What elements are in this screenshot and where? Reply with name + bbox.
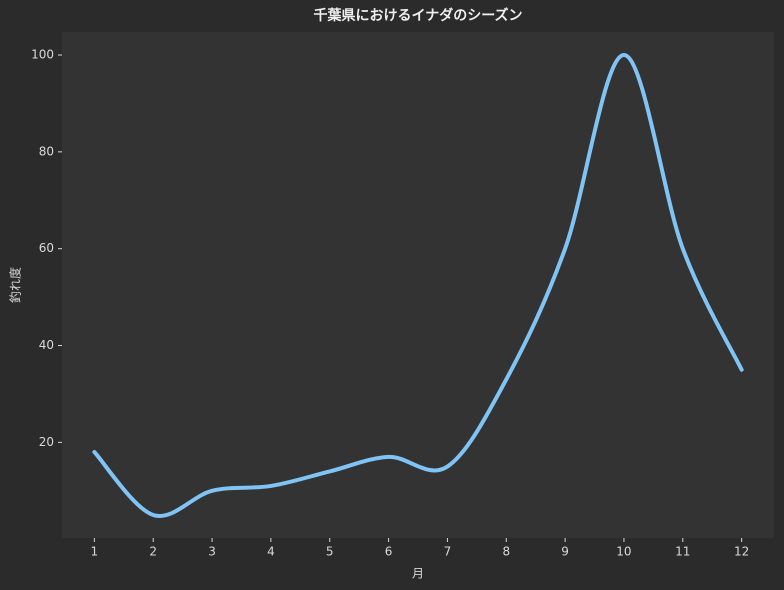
line-series <box>92 53 744 519</box>
x-tick-label: 10 <box>616 545 631 559</box>
plot-area <box>62 32 774 538</box>
y-tick-label: 80 <box>39 144 54 158</box>
x-tick-label: 12 <box>734 545 749 559</box>
x-tick-label: 6 <box>385 545 393 559</box>
y-tick-label: 100 <box>31 48 54 62</box>
x-tick-label: 5 <box>326 545 334 559</box>
x-tick-label: 7 <box>444 545 452 559</box>
x-tick-label: 3 <box>208 545 216 559</box>
y-axis-label: 釣れ度 <box>8 267 23 303</box>
x-tick-label: 11 <box>675 545 690 559</box>
y-tick-label: 60 <box>39 241 54 255</box>
x-tick-label: 9 <box>561 545 569 559</box>
x-tick-label: 2 <box>149 545 157 559</box>
x-axis-label: 月 <box>412 567 424 581</box>
x-tick-label: 4 <box>267 545 275 559</box>
y-tick-label: 20 <box>39 435 54 449</box>
x-tick-label: 8 <box>502 545 510 559</box>
x-tick-label: 1 <box>91 545 99 559</box>
chart-title: 千葉県におけるイナダのシーズン <box>313 7 522 24</box>
y-tick-label: 40 <box>39 338 54 352</box>
